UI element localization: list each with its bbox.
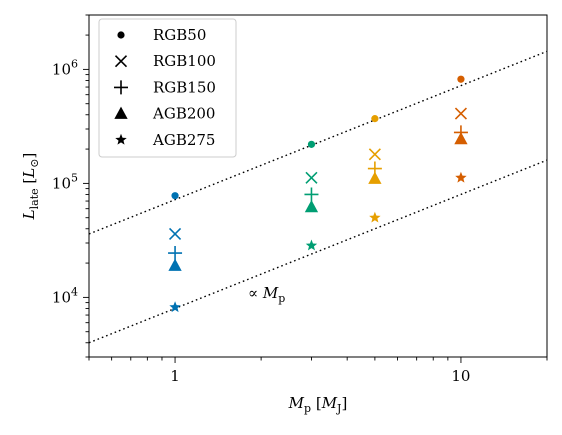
y-tick-label: 106 bbox=[52, 57, 78, 78]
data-point bbox=[169, 301, 181, 313]
plot-area bbox=[88, 50, 548, 344]
legend-marker-agb200 bbox=[114, 106, 128, 119]
legend-label-agb275: AGB275 bbox=[152, 131, 215, 149]
x-tick-label: 1 bbox=[170, 367, 180, 385]
data-point bbox=[368, 171, 382, 184]
legend-marker-agb275 bbox=[115, 133, 127, 145]
data-point bbox=[457, 75, 465, 83]
data-point bbox=[454, 132, 468, 145]
legend-label-agb200: AGB200 bbox=[152, 105, 215, 123]
legend-label-rgb50: RGB50 bbox=[153, 26, 206, 44]
proportional-annotation: ∝ Mp bbox=[248, 284, 285, 305]
series-agb275 bbox=[169, 171, 467, 313]
data-point bbox=[455, 171, 467, 183]
x-axis: 1 10 bbox=[88, 357, 548, 385]
legend-marker-rgb50 bbox=[117, 31, 125, 39]
data-point bbox=[168, 227, 182, 241]
data-point bbox=[369, 211, 381, 223]
legend: RGB50 RGB100 RGB150 AGB200 AGB275 bbox=[98, 18, 237, 158]
y-axis-label: Llate [L⊙] bbox=[20, 153, 41, 221]
y-tick-label: 105 bbox=[52, 171, 78, 192]
data-point bbox=[304, 187, 319, 202]
data-point bbox=[305, 239, 318, 251]
legend-box bbox=[98, 18, 237, 158]
data-point bbox=[305, 171, 318, 184]
data-point bbox=[168, 246, 183, 261]
plot-frame bbox=[88, 14, 548, 358]
data-point bbox=[371, 115, 379, 123]
data-point bbox=[368, 148, 381, 161]
legend-label-rgb150: RGB150 bbox=[153, 78, 216, 96]
reference-line-1 bbox=[88, 50, 548, 235]
data-point bbox=[454, 107, 468, 120]
legend-marker-rgb150 bbox=[114, 80, 128, 95]
y-tick-label: 104 bbox=[52, 285, 78, 306]
data-point bbox=[168, 258, 182, 271]
series-rgb50 bbox=[171, 75, 465, 200]
data-point bbox=[304, 200, 319, 213]
series-rgb100 bbox=[168, 107, 468, 241]
legend-label-rgb100: RGB100 bbox=[153, 52, 216, 70]
legend-marker-rgb100 bbox=[114, 55, 128, 68]
x-axis-label: Mp [MJ] bbox=[288, 394, 348, 415]
x-tick-label: 10 bbox=[451, 367, 470, 385]
data-point bbox=[307, 140, 316, 148]
series-agb200 bbox=[168, 132, 468, 271]
reference-line-2 bbox=[88, 159, 548, 344]
data-point bbox=[171, 192, 179, 200]
y-axis: 104 105 106 bbox=[52, 14, 89, 358]
